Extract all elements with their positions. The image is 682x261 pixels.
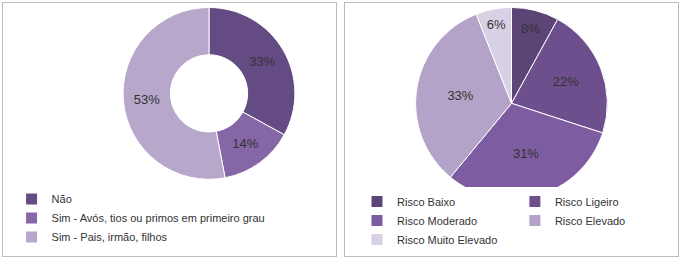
svg-text:Não: Não bbox=[52, 193, 72, 205]
svg-text:22%: 22% bbox=[553, 74, 579, 89]
svg-text:31%: 31% bbox=[513, 146, 539, 161]
svg-text:53%: 53% bbox=[134, 92, 160, 107]
svg-text:14%: 14% bbox=[232, 136, 258, 151]
svg-text:8%: 8% bbox=[521, 21, 540, 36]
svg-text:33%: 33% bbox=[249, 54, 275, 69]
svg-text:Risco Moderado: Risco Moderado bbox=[397, 215, 477, 227]
svg-text:Risco Ligeiro: Risco Ligeiro bbox=[555, 196, 619, 208]
svg-text:6%: 6% bbox=[487, 17, 506, 32]
svg-text:Sim - Pais, irmão, filhos: Sim - Pais, irmão, filhos bbox=[52, 231, 168, 243]
svg-text:33%: 33% bbox=[447, 88, 473, 103]
svg-text:Risco Elevado: Risco Elevado bbox=[555, 215, 625, 227]
svg-text:Risco Baixo: Risco Baixo bbox=[397, 196, 455, 208]
svg-text:Sim - Avós, tios ou primos em: Sim - Avós, tios ou primos em primeiro g… bbox=[52, 212, 265, 224]
svg-text:Risco Muito Elevado: Risco Muito Elevado bbox=[397, 234, 497, 246]
